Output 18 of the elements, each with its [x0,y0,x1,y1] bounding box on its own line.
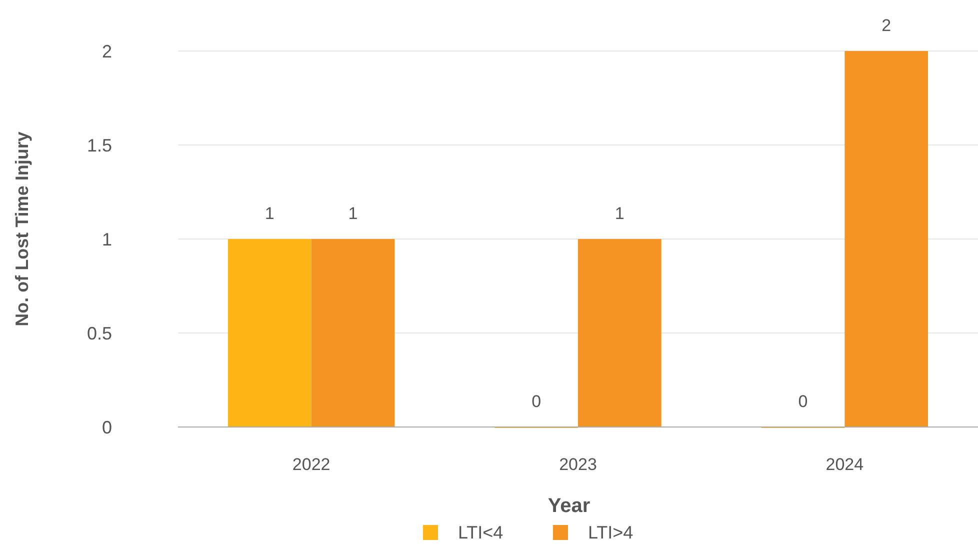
data-label: 1 [348,204,358,223]
y-tick-label: 2 [102,41,112,62]
data-label: 2 [882,16,892,35]
data-label: 1 [614,204,624,223]
y-tick-label: 1.5 [86,135,112,156]
x-tick-label: 2024 [826,455,864,474]
x-tick-label: 2023 [559,455,597,474]
data-label: 0 [532,392,542,411]
legend-label: LTI>4 [588,522,634,542]
data-label: 1 [264,204,274,223]
x-tick-label: 2022 [292,455,330,474]
y-tick-label: 0 [102,417,112,438]
y-tick-label: 0.5 [86,323,112,344]
y-tick-label: 1 [102,229,112,250]
x-axis-title: Year [548,495,590,517]
y-axis-title: No. of Lost Time Injury [12,132,32,326]
data-label: 0 [798,392,808,411]
legend-label: LTI<4 [458,522,504,542]
